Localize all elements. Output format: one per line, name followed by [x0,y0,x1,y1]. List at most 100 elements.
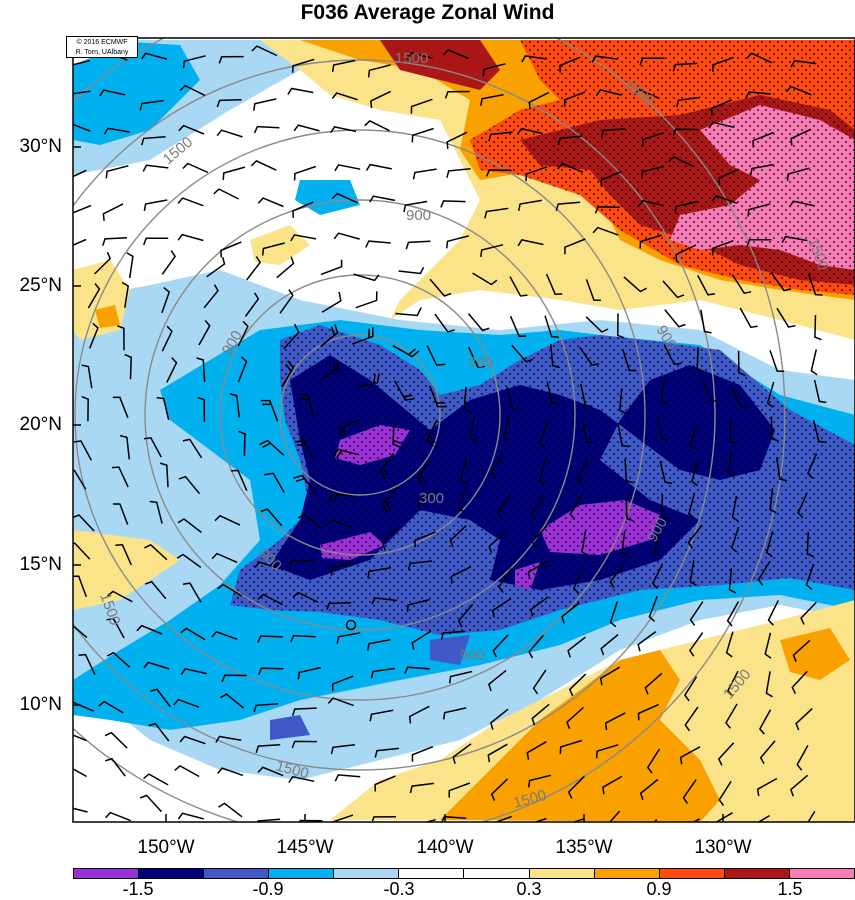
wind-barb [484,207,509,219]
wind-barb [392,345,420,358]
wind-barb [800,601,817,625]
wind-barb [293,165,317,181]
colorbar-label: 0.9 [646,879,672,899]
wind-barb [106,617,125,639]
chart-title: F036 Average Zonal Wind [300,1,555,24]
wind-barb [812,420,826,444]
wind-barb [467,313,490,332]
wind-barb [73,90,91,95]
wind-barb [659,460,673,484]
wind-barb [87,283,101,309]
wind-barb [813,379,827,404]
wind-barb [177,197,204,207]
wind-barb [488,669,507,692]
wind-barb [581,420,594,444]
wind-barb [203,284,219,309]
wind-barb [292,591,319,603]
wind-barb [320,323,339,348]
wind-barb [672,62,698,72]
wind-barb [411,746,434,762]
colorbar-segment [399,869,465,878]
wind-barb [112,396,129,419]
colorbar-segment [659,869,725,878]
wind-barb [392,422,402,449]
wind-barb [177,518,202,533]
wind-barb [814,315,822,341]
wind-barb [290,634,316,643]
wind-barb [747,203,771,217]
lon-label: 130°W [694,837,752,858]
wind-barb [482,63,506,77]
wind-barb [334,164,361,172]
wind-barb [330,126,357,134]
wind-barb [331,675,354,692]
wind-barb [73,575,88,598]
wind-barb [651,563,664,590]
wind-barb [559,56,581,73]
wind-barb [112,503,129,525]
wind-barb [581,530,589,557]
wind-barb [528,634,545,659]
lon-label: 140°W [416,837,474,858]
wind-barb [140,52,168,60]
wind-barb [73,123,91,132]
wind-barb [142,164,169,172]
wind-barb [708,121,735,129]
wind-barb [257,635,283,643]
wind-barb [683,676,698,702]
colorbar-label: -1.5 [122,879,154,899]
wind-barb [717,742,735,766]
wind-barb [557,162,584,173]
wind-barb [140,135,166,146]
wind-barb [600,633,619,656]
wind-barb [73,807,88,813]
wind-barb [217,767,244,777]
storm-center-marker [345,619,357,631]
wind-barb [653,819,658,822]
wind-barb [660,379,668,406]
wind-barb [353,273,380,282]
wind-barb [492,634,509,658]
wind-barb [766,381,775,408]
wind-barb [450,566,472,584]
wind-barb [749,163,774,176]
wind-barb [246,256,262,281]
wind-barb [218,55,244,64]
wind-barb [448,670,473,684]
wind-barb [259,439,285,456]
wind-barb [182,582,202,603]
wind-barbs [73,45,827,822]
wind-barb [459,458,469,486]
wind-barb [255,744,281,754]
wind-barb [791,670,808,695]
wind-barb [674,200,698,214]
wind-barb [807,811,816,822]
wind-barb [757,814,770,822]
wind-barb [319,359,340,381]
wind-barb [365,240,391,248]
wind-barb [434,313,455,333]
wind-barb [545,273,563,295]
wind-barb [148,722,170,742]
wind-barb [124,353,132,380]
wind-barb [213,188,240,200]
wind-barb [490,778,509,801]
wind-barb [206,257,226,278]
wind-barb [382,486,399,513]
wind-barb [532,669,547,695]
wind-barb [567,775,585,799]
wind-barb [544,315,559,338]
wind-barb [572,568,585,594]
wind-barb [297,666,321,680]
lat-label: 20°N [19,414,62,435]
wind-barb [182,438,203,459]
wind-barb [637,703,659,721]
wind-barb [509,315,527,338]
wind-barb [326,601,352,611]
colorbar-segment [204,869,270,878]
wind-barb [244,292,260,317]
wind-barb [555,201,581,212]
wind-barb [426,419,438,447]
wind-barb [215,735,242,743]
wind-barb [528,91,550,110]
